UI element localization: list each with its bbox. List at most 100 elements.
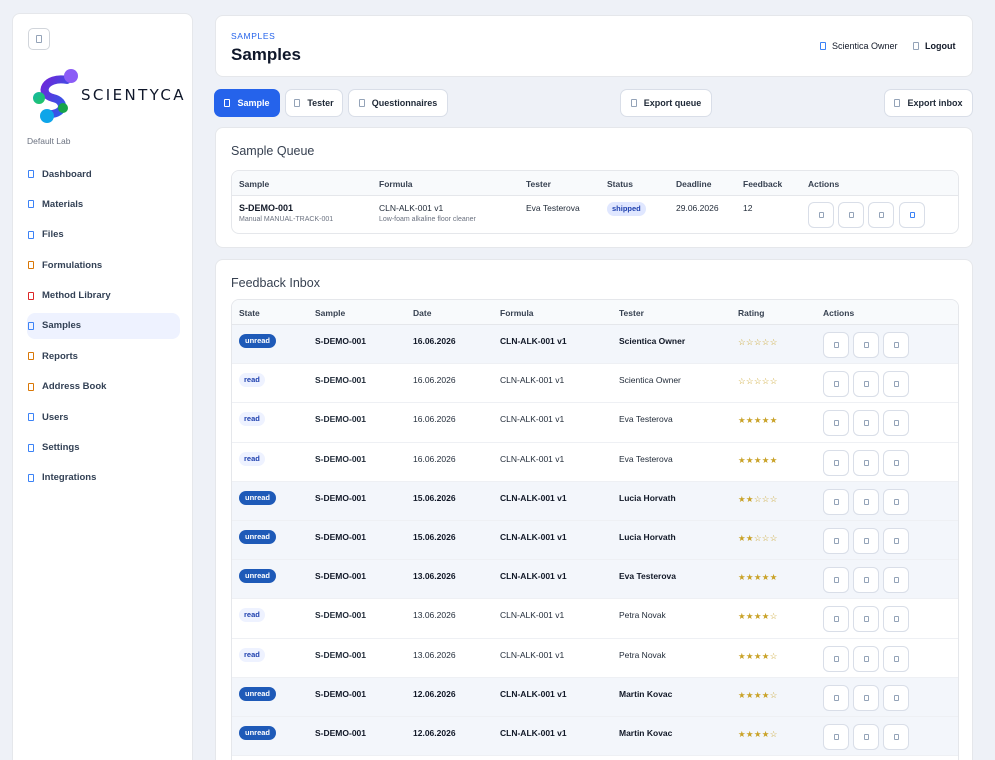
view-button[interactable] [823,332,849,358]
state-badge: read [239,373,265,388]
mark-read-button[interactable] [853,567,879,594]
table-row[interactable]: unread S-DEMO-001 15.06.2026 CLN-ALK-001 v1… [232,481,958,521]
table-row[interactable]: read S-DEMO-001 16.06.2026 CLN-ALK-001 v1 Ev… [232,443,958,482]
delete-button[interactable] [883,567,909,594]
mark-read-button[interactable] [853,684,879,711]
mark-read-button[interactable] [853,449,879,476]
star-filled-icon: ★ [738,650,746,661]
delete-button[interactable] [883,527,909,554]
sidebar-toggle-button[interactable] [28,28,50,50]
view-button[interactable] [823,567,849,594]
sidebar-item-materials[interactable]: Materials [27,191,180,217]
date-cell: 12.06.2026 [413,727,456,738]
delete-button[interactable] [883,606,909,633]
check-icon [863,342,869,348]
eye-icon [833,616,839,623]
state-cell: unread [239,334,277,348]
tester-button[interactable]: Tester [285,89,343,117]
table-row[interactable]: unread S-DEMO-001 12.06.2026 CLN-ALK-001 v1… [232,716,958,757]
delete-button[interactable] [883,723,909,750]
logout-label: Logout [925,41,956,51]
star-filled-icon: ★ [761,728,770,739]
table-row[interactable]: unread S-DEMO-001 12.06.2026 CLN-ALK-001 v1… [232,677,958,717]
table-row[interactable]: unread S-DEMO-001 15.06.2026 CLN-ALK-001 v1… [232,520,958,561]
delete-button[interactable] [883,410,909,437]
sidebar-item-method-library[interactable]: Method Library [27,283,180,309]
tester-cell: Eva Testerova [619,414,673,425]
mark-read-button[interactable] [853,371,879,398]
star-filled-icon: ★ [753,572,762,583]
view-button[interactable] [823,449,849,476]
state-badge: unread [239,529,277,544]
send-button[interactable] [899,202,925,228]
eye-icon [833,381,839,388]
trash-icon [893,694,899,701]
table-row[interactable]: unread S-DEMO-001 16.06.2026 CLN-ALK-001 v1… [232,325,958,365]
table-row[interactable]: S-DEMO-001 Manual MANUAL-TRACK-001 CLN-A… [232,196,958,233]
sidebar-item-settings[interactable]: Settings [27,435,180,461]
delete-button[interactable] [883,488,909,515]
sidebar-item-label: Users [42,411,69,423]
sidebar-item-files[interactable]: Files [27,222,180,248]
state-cell: unread [239,529,277,544]
page-title: Samples [231,45,301,64]
state-badge: read [239,412,265,427]
view-button[interactable] [808,202,834,228]
export-queue-button[interactable]: Export queue [620,89,712,117]
sidebar-item-integrations[interactable]: Integrations [27,465,180,491]
star-empty-icon: ☆ [769,689,778,700]
mark-read-button[interactable] [853,332,879,358]
table-row[interactable]: read S-DEMO-001 13.06.2026 CLN-ALK-001 v1 Pe… [232,639,958,678]
sidebar-item-reports[interactable]: Reports [27,343,180,369]
delete-button[interactable] [883,684,909,711]
delete-button[interactable] [883,645,909,672]
delete-button[interactable] [883,449,909,476]
new-sample-button[interactable]: Sample [214,89,280,117]
view-button[interactable] [823,606,849,633]
sidebar-item-samples[interactable]: Samples [27,312,180,339]
sidebar-item-dashboard[interactable]: Dashboard [27,161,180,187]
star-empty-icon: ☆ [745,376,754,387]
view-button[interactable] [823,410,849,437]
sidebar-item-users[interactable]: Users [27,404,180,430]
view-button[interactable] [823,527,849,554]
logout-button[interactable]: Logout [913,41,956,51]
mark-read-button[interactable] [853,527,879,554]
mark-read-button[interactable] [853,723,879,750]
tester-label: Tester [307,98,334,108]
table-row[interactable]: unread S-DEMO-001 13.06.2026 CLN-ALK-001 v1… [232,560,958,600]
export-inbox-button[interactable]: Export inbox [884,89,973,117]
section-title: Feedback Inbox [231,276,320,290]
state-badge: unread [239,334,277,348]
formula-cell: CLN-ALK-001 v1 [500,610,565,621]
table-row[interactable]: read S-DEMO-001 16.06.2026 CLN-ALK-001 v1 Sc… [232,364,958,404]
mark-read-button[interactable] [853,606,879,633]
column-header: State [239,308,260,318]
sidebar-item-label: Dashboard [42,168,92,180]
mark-read-button[interactable] [853,488,879,515]
state-cell: read [239,373,265,388]
star-filled-icon: ★ [761,611,770,622]
trash-icon [893,498,899,505]
questionnaires-button[interactable]: Questionnaires [348,89,448,117]
sidebar-item-address-book[interactable]: Address Book [27,374,180,400]
view-button[interactable] [823,371,849,398]
view-button[interactable] [823,488,849,515]
edit-button[interactable] [838,202,864,228]
user-menu[interactable]: Scientica Owner [820,41,898,51]
eye-icon [833,655,839,662]
view-button[interactable] [823,723,849,750]
table-row[interactable]: read S-DEMO-001 13.06.2026 CLN-ALK-001 v1 Pe… [232,599,958,639]
star-filled-icon: ★ [738,611,746,622]
view-button[interactable] [823,684,849,711]
delete-button[interactable] [883,332,909,358]
sidebar-item-formulations[interactable]: Formulations [27,252,180,278]
mark-read-button[interactable] [853,410,879,437]
rating-stars: ★★★★☆ [738,651,778,662]
copy-button[interactable] [868,202,894,228]
mark-read-button[interactable] [853,645,879,672]
view-button[interactable] [823,645,849,672]
star-filled-icon: ★ [761,650,770,661]
delete-button[interactable] [883,371,909,398]
table-row[interactable]: read S-DEMO-001 16.06.2026 CLN-ALK-001 v1 Ev… [232,403,958,443]
